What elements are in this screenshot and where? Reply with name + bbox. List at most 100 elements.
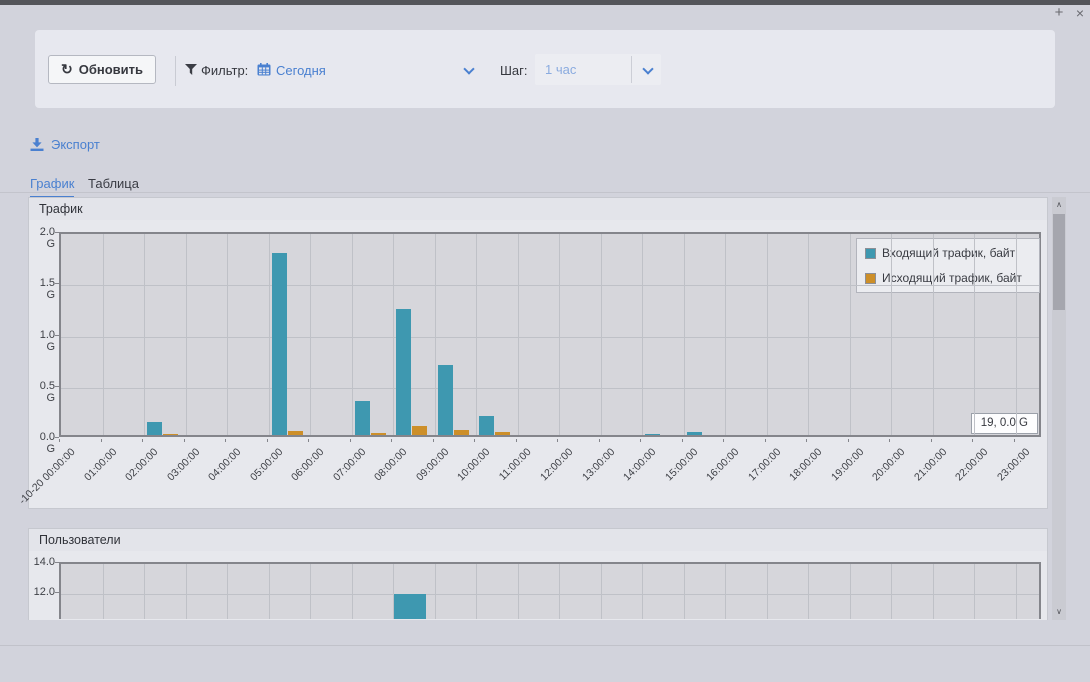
gridline-vertical: [766, 234, 768, 435]
legend-item-incoming[interactable]: Входящий трафик, байт: [865, 246, 1031, 260]
gridline-vertical: [766, 564, 768, 619]
x-axis-tick: [308, 439, 309, 442]
x-axis-tick: [474, 439, 475, 442]
y-axis-label: 2.0 G: [39, 226, 55, 250]
gridline-vertical: [808, 234, 809, 435]
gridline-vertical: [185, 234, 187, 435]
traffic-panel-body: Входящий трафик, байт Исходящий трафик, …: [17, 220, 1048, 509]
gridline-vertical: [1015, 564, 1017, 619]
y-axis-tick: [55, 437, 59, 438]
bar-incoming[interactable]: [354, 401, 370, 435]
footer-bar: [0, 646, 1090, 682]
bar-users[interactable]: [394, 594, 426, 619]
bar-outgoing[interactable]: [412, 426, 427, 435]
tabbar-border: [0, 192, 1090, 193]
bar-outgoing[interactable]: [495, 432, 510, 435]
y-axis-label: 12.0: [33, 586, 55, 598]
x-axis-tick: [972, 439, 973, 442]
traffic-panel-header: Трафик: [28, 197, 1048, 221]
y-axis-label: 0.5 G: [39, 379, 55, 404]
gridline-vertical: [393, 234, 394, 435]
gridline-vertical: [932, 234, 934, 435]
report-scroll-area: Трафик Входящий трафик, байт Исходящий т…: [0, 193, 1090, 620]
gridline-vertical: [642, 234, 643, 435]
export-link[interactable]: Экспорт: [30, 137, 100, 152]
scroll-up-icon[interactable]: ∧: [1056, 200, 1062, 209]
bar-incoming[interactable]: [271, 253, 287, 435]
gridline-vertical: [849, 234, 851, 435]
y-axis-tick: [55, 232, 59, 233]
refresh-button[interactable]: ↻ Обновить: [48, 55, 157, 84]
gridline-vertical: [434, 234, 436, 435]
x-axis-tick: [806, 439, 807, 442]
step-chevron-down-icon[interactable]: [642, 63, 654, 75]
y-axis-tick: [55, 592, 59, 593]
toolbar-divider: [175, 56, 176, 86]
users-plot: [59, 562, 1041, 619]
x-axis-tick: [764, 439, 766, 442]
gridline-horizontal: [61, 594, 1039, 595]
window-top-edge: [0, 0, 1090, 5]
bar-outgoing[interactable]: [287, 431, 303, 435]
refresh-button-label: Обновить: [78, 62, 144, 77]
gridline-vertical: [268, 564, 270, 619]
gridline-horizontal: [61, 285, 1039, 287]
gridline-vertical: [725, 234, 726, 435]
bar-outgoing[interactable]: [163, 434, 178, 435]
x-axis-tick: [723, 439, 724, 442]
gridline-vertical: [476, 234, 477, 435]
y-axis-label: 14.0: [33, 556, 55, 568]
y-axis-tick: [55, 283, 59, 285]
x-axis-tick: [349, 439, 351, 442]
step-label: Шаг:: [500, 63, 528, 78]
bar-incoming[interactable]: [147, 422, 162, 435]
bar-incoming[interactable]: [396, 309, 411, 435]
filter-funnel-icon: [185, 64, 197, 75]
y-axis-label: 0.0 G: [39, 431, 55, 455]
x-axis-tick: [225, 439, 226, 442]
bar-incoming[interactable]: [479, 416, 494, 435]
x-axis-tick: [100, 439, 102, 442]
calendar-icon: [257, 63, 271, 76]
x-axis-tick: [142, 439, 143, 442]
step-select[interactable]: 1 час: [535, 54, 661, 85]
gridline-vertical: [559, 234, 560, 435]
gridline-vertical: [144, 564, 145, 619]
bar-incoming[interactable]: [645, 434, 660, 435]
gridline-vertical: [725, 564, 726, 619]
export-link-label: Экспорт: [51, 137, 100, 152]
scroll-down-icon[interactable]: ∨: [1056, 607, 1062, 616]
bar-incoming[interactable]: [437, 365, 453, 435]
filter-chevron-down-icon[interactable]: [463, 63, 475, 75]
step-select-separator: [631, 56, 632, 83]
gridline-vertical: [642, 564, 643, 619]
add-tab-icon[interactable]: +: [1054, 4, 1064, 21]
gridline-vertical: [932, 564, 934, 619]
gridline-vertical: [974, 564, 975, 619]
x-axis-tick: [557, 439, 558, 442]
tab-table[interactable]: Таблица: [88, 176, 139, 191]
x-axis-tick: [432, 439, 434, 442]
filter-select-value[interactable]: Сегодня: [276, 63, 326, 78]
incoming-swatch-icon: [865, 247, 876, 259]
vertical-scrollbar[interactable]: ∧ ∨: [1052, 197, 1066, 620]
legend-item-outgoing[interactable]: Исходящий трафик, байт: [865, 271, 1031, 285]
traffic-legend: Входящий трафик, байт Исходящий трафик, …: [856, 238, 1040, 293]
x-axis-tick: [889, 439, 890, 442]
gridline-vertical: [310, 564, 311, 619]
scrollbar-thumb[interactable]: [1053, 214, 1065, 310]
y-axis-label: 1.0 G: [39, 328, 55, 353]
bar-outgoing[interactable]: [453, 430, 469, 435]
gridline-vertical: [517, 564, 519, 619]
close-icon[interactable]: ×: [1075, 5, 1085, 21]
download-icon: [30, 138, 44, 151]
y-axis-tick: [55, 385, 59, 387]
gridline-vertical: [185, 564, 187, 619]
bar-outgoing[interactable]: [370, 433, 386, 435]
x-axis-tick: [598, 439, 600, 442]
gridline-vertical: [227, 564, 228, 619]
refresh-icon: ↻: [61, 61, 73, 77]
gridline-vertical: [683, 234, 685, 435]
chart-hover-tooltip: 19, 0.0 G: [970, 413, 1038, 434]
bar-incoming[interactable]: [686, 432, 702, 435]
